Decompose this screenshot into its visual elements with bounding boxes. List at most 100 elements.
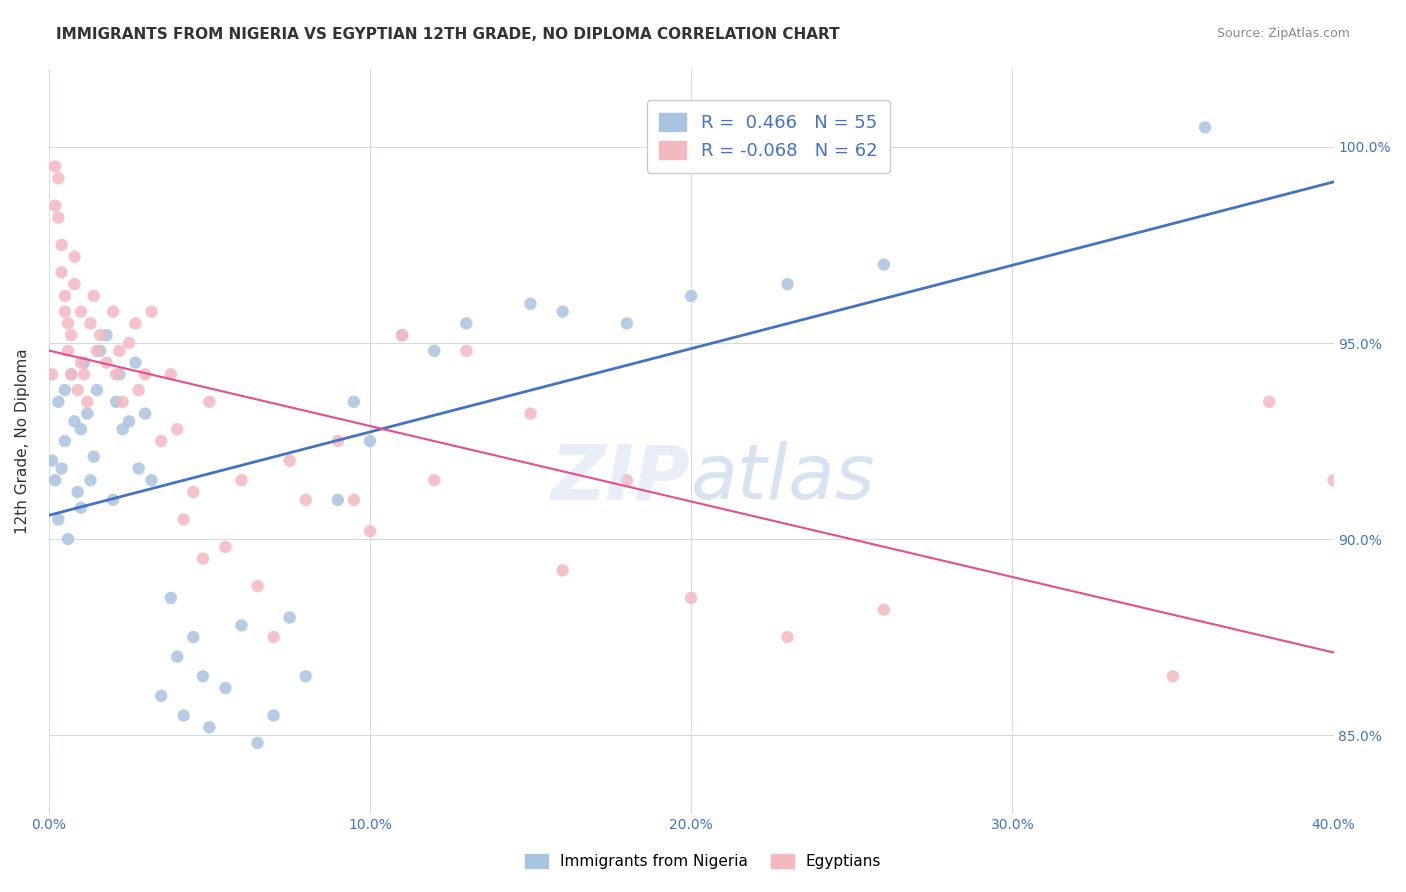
Point (423, 473, 446, 487)
Point (198, 394, 221, 409)
Point (231, 618, 253, 632)
Point (519, 407, 541, 421)
Point (391, 328, 413, 343)
Point (89, 343, 111, 358)
Point (776, 277, 799, 292)
Text: IMMIGRANTS FROM NIGERIA VS EGYPTIAN 12TH GRADE, NO DIPLOMA CORRELATION CHART: IMMIGRANTS FROM NIGERIA VS EGYPTIAN 12TH… (56, 27, 839, 42)
Point (44, 160, 66, 174)
Point (48, 394, 70, 409)
Point (70, 500, 93, 515)
Point (456, 317, 478, 331)
Point (231, 473, 253, 487)
Point (1322, 473, 1344, 487)
Point (198, 720, 221, 734)
Point (166, 649, 188, 664)
Point (214, 681, 236, 695)
Point (150, 689, 173, 703)
Point (681, 289, 703, 303)
Point (76, 407, 98, 421)
Point (359, 524, 381, 539)
Point (294, 669, 316, 683)
Point (141, 473, 163, 487)
Point (44, 199, 66, 213)
Point (343, 492, 366, 507)
Point (51, 238, 73, 252)
Point (111, 394, 134, 409)
Point (359, 434, 381, 448)
Point (105, 394, 128, 409)
Point (263, 630, 285, 644)
Point (1258, 394, 1281, 409)
Point (118, 414, 141, 428)
Point (51, 461, 73, 475)
Point (41, 368, 63, 382)
Text: atlas: atlas (692, 442, 876, 516)
Point (159, 591, 181, 605)
Point (63, 250, 86, 264)
Point (134, 368, 156, 382)
Point (551, 563, 574, 577)
Point (1194, 120, 1216, 135)
Point (1161, 669, 1184, 683)
Text: Source: ZipAtlas.com: Source: ZipAtlas.com (1216, 27, 1350, 40)
Point (616, 473, 638, 487)
Point (326, 434, 349, 448)
Point (173, 708, 195, 723)
Point (551, 304, 574, 318)
Point (150, 434, 173, 448)
Point (181, 630, 204, 644)
Point (101, 304, 124, 318)
Point (246, 579, 269, 593)
Point (66, 383, 89, 397)
Point (86, 343, 108, 358)
Point (108, 368, 131, 382)
Point (423, 343, 446, 358)
Point (776, 630, 799, 644)
Point (128, 461, 150, 475)
Point (73, 368, 96, 382)
Point (56, 343, 79, 358)
Point (53, 383, 76, 397)
Point (873, 602, 896, 616)
Point (616, 317, 638, 331)
Point (60, 328, 83, 343)
Point (214, 540, 236, 554)
Point (73, 356, 96, 370)
Point (53, 289, 76, 303)
Point (263, 708, 285, 723)
Point (60, 368, 83, 382)
Point (44, 473, 66, 487)
Point (246, 736, 269, 750)
Point (70, 422, 93, 436)
Point (79, 317, 101, 331)
Point (124, 317, 146, 331)
Point (41, 453, 63, 467)
Point (66, 485, 89, 500)
Point (134, 407, 156, 421)
Point (56, 317, 79, 331)
Text: ZIP: ZIP (551, 442, 692, 516)
Point (873, 258, 896, 272)
Point (51, 265, 73, 279)
Point (128, 383, 150, 397)
Point (53, 434, 76, 448)
Point (83, 450, 105, 464)
Point (76, 394, 98, 409)
Point (96, 356, 118, 370)
Point (89, 328, 111, 343)
Point (70, 304, 93, 318)
Point (111, 422, 134, 436)
Point (63, 414, 86, 428)
Point (166, 422, 188, 436)
Point (456, 343, 478, 358)
Point (159, 368, 181, 382)
Point (326, 492, 349, 507)
Point (124, 356, 146, 370)
Point (86, 383, 108, 397)
Point (83, 289, 105, 303)
Point (191, 669, 214, 683)
Point (48, 171, 70, 186)
Legend: Immigrants from Nigeria, Egyptians: Immigrants from Nigeria, Egyptians (519, 848, 887, 875)
Point (519, 297, 541, 311)
Point (173, 512, 195, 526)
